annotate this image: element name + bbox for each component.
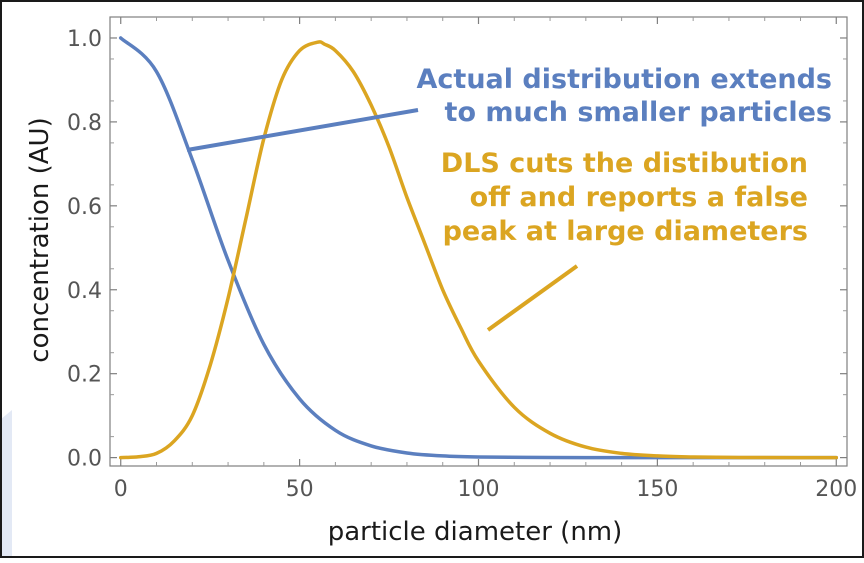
x-tick-label: 200 bbox=[815, 477, 857, 502]
y-tick-label: 0.6 bbox=[67, 195, 102, 220]
x-tick-label: 0 bbox=[114, 477, 128, 502]
x-axis-ticks: 0 50 100 150 200 bbox=[114, 17, 857, 502]
annotation-text-1: Actual distribution extends bbox=[417, 64, 832, 95]
y-tick-label: 0.8 bbox=[67, 111, 102, 136]
left-decor-band bbox=[0, 410, 12, 558]
annotation-pointer-2 bbox=[486, 264, 579, 332]
y-axis-ticks: 0.0 0.2 0.4 0.6 0.8 1.0 bbox=[67, 27, 847, 472]
series-line-2 bbox=[118, 40, 839, 460]
y-tick-label: 1.0 bbox=[67, 27, 102, 52]
series-group bbox=[118, 36, 839, 460]
annotation-text-1: to much smaller particles bbox=[445, 97, 832, 128]
x-tick-label: 150 bbox=[636, 477, 678, 502]
annotation-text-2: off and reports a false bbox=[470, 182, 808, 213]
y-axis-label: concentration (AU) bbox=[25, 117, 55, 362]
y-tick-label: 0.4 bbox=[67, 279, 102, 304]
y-tick-label: 0.0 bbox=[67, 447, 102, 472]
annotation-text-2: DLS cuts the distibution bbox=[441, 148, 808, 179]
x-tick-label: 50 bbox=[286, 477, 314, 502]
y-tick-label: 0.2 bbox=[67, 363, 102, 388]
annotation-text-2: peak at large diameters bbox=[443, 216, 808, 247]
x-axis-label: particle diameter (nm) bbox=[328, 517, 623, 547]
x-tick-label: 100 bbox=[458, 477, 500, 502]
annotation-pointer-1 bbox=[186, 108, 419, 152]
